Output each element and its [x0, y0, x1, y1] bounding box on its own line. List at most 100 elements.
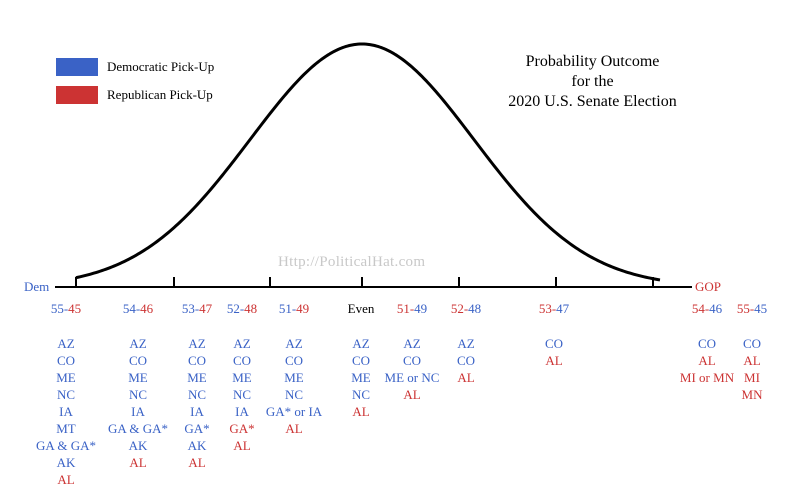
chart-title: Probability Outcome for the 2020 U.S. Se… — [490, 52, 695, 112]
legend-label-gop: Republican Pick-Up — [107, 87, 213, 102]
seat-separator: - — [63, 301, 69, 316]
seat-separator: - — [409, 301, 415, 316]
state-label: GA* — [229, 421, 255, 436]
outcome-seat-label: 53-47 — [539, 300, 569, 317]
state-label: MI — [744, 370, 760, 385]
legend-swatch-gop — [56, 86, 98, 104]
outcome-seat-label: Even — [348, 300, 375, 317]
state-label: CO — [544, 336, 564, 351]
outcome-seat-label: 54-46 — [680, 300, 734, 317]
outcome-column: 52-48 AZ CO ME NC IA GA* AL — [227, 300, 257, 454]
state-label: IA — [235, 404, 249, 419]
state-label: AL — [188, 455, 206, 470]
state-label: AK — [128, 438, 148, 453]
outcome-column: 53-47 AZ CO ME NC IA GA* AK AL — [182, 300, 212, 471]
state-label: CO — [402, 353, 422, 368]
seat-count-trailing: 46 — [140, 301, 154, 316]
state-label: AL — [285, 421, 303, 436]
seat-count-trailing: 48 — [468, 301, 482, 316]
outcome-column: 54-46 AZ CO ME NC IA GA & GA* AK AL — [108, 300, 168, 471]
state-label: NC — [284, 387, 304, 402]
state-label: AL — [57, 472, 75, 487]
state-label: AZ — [233, 336, 251, 351]
seat-count-leading: 55 — [736, 301, 750, 316]
state-label: IA — [190, 404, 204, 419]
outcome-column: 54-46 CO AL MI or MN — [680, 300, 734, 386]
outcome-seat-label: 51-49 — [266, 300, 322, 317]
outcome-seat-label: 55-45 — [36, 300, 96, 317]
state-label: AZ — [57, 336, 75, 351]
seat-separator: - — [551, 301, 557, 316]
state-label: ME — [128, 370, 148, 385]
outcome-seat-label: 52-48 — [451, 300, 481, 317]
seat-count-trailing: 49 — [414, 301, 428, 316]
state-label: AL — [457, 370, 475, 385]
state-label: AZ — [457, 336, 475, 351]
state-label: CO — [232, 353, 252, 368]
outcome-seat-label: 54-46 — [108, 300, 168, 317]
seat-count-leading: 55 — [50, 301, 64, 316]
state-label: CO — [56, 353, 76, 368]
seat-count-leading: 52 — [450, 301, 464, 316]
seat-count-leading: 54 — [122, 301, 136, 316]
state-label: ME — [351, 370, 371, 385]
seat-count-trailing: 45 — [754, 301, 768, 316]
state-label: AZ — [188, 336, 206, 351]
state-label: ME — [187, 370, 207, 385]
state-label: CO — [284, 353, 304, 368]
outcome-column: 52-48 AZ CO AL — [451, 300, 481, 386]
axis-end-label-gop: GOP — [695, 279, 722, 294]
state-label: CO — [742, 336, 762, 351]
watermark: Http://PoliticalHat.com — [278, 254, 426, 270]
seat-count-trailing: 46 — [709, 301, 723, 316]
even-label: Even — [347, 301, 375, 316]
seat-count-trailing: 48 — [244, 301, 258, 316]
state-label: ME — [232, 370, 252, 385]
seat-separator: - — [194, 301, 200, 316]
seat-count-trailing: 45 — [68, 301, 82, 316]
seat-separator: - — [704, 301, 710, 316]
seat-count-trailing: 47 — [556, 301, 570, 316]
outcome-column: 55-45 CO AL MI MN — [737, 300, 767, 403]
outcome-seat-label: 51-49 — [385, 300, 440, 317]
state-label: GA* or IA — [265, 404, 323, 419]
outcome-column: 55-45 AZ CO ME NC IA MT GA & GA* AK AL — [36, 300, 96, 488]
title-line-3: 2020 U.S. Senate Election — [508, 93, 677, 110]
seat-count-leading: 51 — [278, 301, 292, 316]
state-label: AZ — [285, 336, 303, 351]
title-line-2: for the — [571, 73, 614, 90]
state-label: AZ — [129, 336, 147, 351]
state-label: AL — [403, 387, 421, 402]
legend-label-dem: Democratic Pick-Up — [107, 59, 215, 74]
state-label: AL — [352, 404, 370, 419]
state-label: ME — [56, 370, 76, 385]
state-label: AK — [187, 438, 207, 453]
state-label: AK — [56, 455, 76, 470]
probability-curve — [75, 42, 661, 282]
seat-count-leading: 53 — [181, 301, 195, 316]
seat-separator: - — [135, 301, 141, 316]
state-label: NC — [56, 387, 76, 402]
state-label: MI or MN — [679, 370, 735, 385]
state-label: IA — [59, 404, 73, 419]
state-label: AL — [233, 438, 251, 453]
seat-count-trailing: 49 — [296, 301, 310, 316]
state-label: CO — [697, 336, 717, 351]
seat-count-leading: 51 — [396, 301, 410, 316]
state-label: AL — [129, 455, 147, 470]
state-label: GA & GA* — [36, 438, 96, 453]
seat-separator: - — [749, 301, 755, 316]
state-label: CO — [456, 353, 476, 368]
seat-count-leading: 53 — [538, 301, 552, 316]
axis-end-label-dem: Dem — [24, 279, 50, 294]
outcome-column: 51-49 AZ CO ME or NC AL — [385, 300, 440, 403]
title-line-1: Probability Outcome — [525, 53, 660, 70]
state-label: AL — [698, 353, 716, 368]
outcome-seat-label: 53-47 — [182, 300, 212, 317]
state-label: NC — [128, 387, 148, 402]
seat-separator: - — [463, 301, 469, 316]
state-label: AL — [743, 353, 761, 368]
seat-count-leading: 54 — [691, 301, 705, 316]
state-label: NC — [351, 387, 371, 402]
state-label: AL — [545, 353, 563, 368]
